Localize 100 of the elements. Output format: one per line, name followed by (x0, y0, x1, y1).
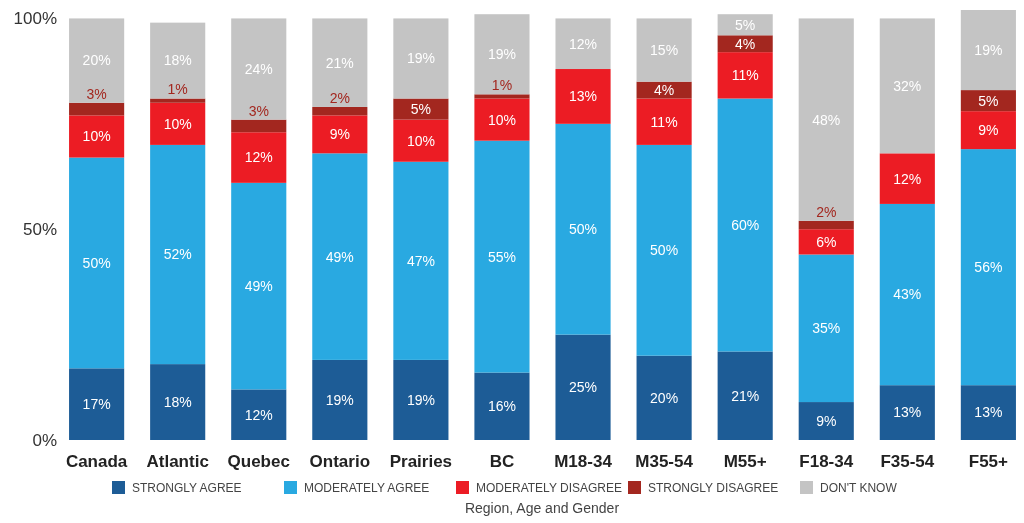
data-label: 19% (974, 41, 1003, 58)
bar (150, 98, 206, 103)
bar (555, 123, 611, 335)
bar (798, 402, 854, 440)
data-label: 13% (974, 404, 1003, 421)
bar (960, 111, 1016, 150)
bar (798, 254, 854, 403)
legend-label: STRONGLY DISAGREE (648, 481, 779, 496)
data-label: 10% (163, 115, 192, 132)
legend-label: STRONGLY AGREE (132, 481, 242, 496)
bar (555, 69, 611, 124)
data-label: 9% (978, 122, 999, 139)
bar (474, 372, 530, 440)
bar (879, 153, 935, 204)
bar (474, 94, 530, 99)
bar (69, 115, 125, 158)
data-label: 19% (406, 391, 435, 408)
data-label: 3% (86, 85, 107, 102)
data-label: 4% (653, 82, 675, 98)
bar (879, 203, 935, 386)
y-tick-label: 100% (13, 9, 57, 29)
bar (231, 18, 287, 120)
data-label: 24% (244, 60, 273, 77)
x-tick-label: BC (489, 452, 515, 471)
bar (717, 351, 773, 440)
x-tick-label: M55+ (723, 452, 767, 471)
data-label: 19% (487, 46, 516, 63)
data-label: 43% (893, 286, 922, 303)
bar (474, 98, 530, 141)
data-label: 50% (650, 242, 679, 259)
data-label: 49% (325, 248, 354, 265)
data-label: 12% (893, 170, 922, 187)
legend-label: MODERATELY AGREE (304, 481, 430, 496)
bar (636, 144, 692, 356)
data-label: 13% (893, 404, 922, 421)
bar (960, 385, 1016, 440)
x-tick-label: Prairies (389, 452, 453, 471)
bar (879, 18, 935, 154)
data-label: 12% (244, 406, 273, 423)
bar (312, 106, 368, 116)
bar (150, 144, 206, 365)
bar (555, 334, 611, 440)
data-label: 50% (569, 221, 598, 238)
bar (231, 182, 287, 390)
data-label: 19% (406, 50, 435, 67)
data-label: 52% (163, 246, 192, 263)
bar (474, 140, 530, 373)
data-label: 2% (329, 89, 350, 106)
data-label: 3% (248, 102, 269, 119)
x-tick-label: F55+ (968, 452, 1009, 471)
data-label: 21% (325, 54, 354, 71)
bar (231, 389, 287, 440)
bar (960, 10, 1016, 91)
bar (150, 364, 206, 440)
data-label: 50% (82, 254, 111, 271)
data-label: 11% (650, 113, 678, 130)
legend-label: MODERATELY DISAGREE (476, 481, 623, 496)
data-label: 15% (650, 41, 679, 58)
bar (798, 18, 854, 221)
y-tick-label: 50% (22, 220, 57, 240)
x-tick-label: Quebec (227, 452, 290, 471)
bar (636, 355, 692, 440)
data-label: 20% (82, 52, 111, 69)
bar (69, 368, 125, 440)
bar (717, 52, 773, 99)
bar (312, 153, 368, 360)
bar (798, 229, 854, 255)
bar (69, 102, 125, 116)
bar (393, 18, 449, 99)
bar (636, 18, 692, 82)
y-tick-label: 0% (32, 430, 57, 450)
x-tick-label: Ontario (309, 452, 371, 471)
bar (636, 98, 692, 145)
data-label: 60% (731, 216, 760, 233)
data-label: 21% (731, 387, 760, 404)
bar (231, 132, 287, 183)
data-label: 9% (329, 126, 350, 143)
data-label: 1% (491, 77, 513, 94)
bar (555, 18, 611, 70)
data-label: 17% (82, 396, 111, 413)
data-label: 19% (325, 391, 354, 408)
data-label: 10% (406, 132, 435, 149)
bar (312, 18, 368, 107)
bar (69, 157, 125, 369)
data-label: 56% (974, 259, 1003, 276)
x-tick-label: Atlantic (146, 452, 209, 471)
data-label: 55% (487, 248, 516, 265)
data-label: 12% (569, 35, 598, 52)
data-label: 25% (569, 379, 598, 396)
data-label: 10% (82, 128, 111, 145)
data-label: 9% (816, 412, 837, 429)
bar (312, 359, 368, 440)
data-label: 18% (163, 393, 192, 410)
data-label: 10% (487, 111, 516, 128)
data-label: 16% (487, 398, 516, 415)
data-label: 20% (650, 389, 679, 406)
x-tick-label: M35-54 (635, 452, 694, 471)
bar (879, 385, 935, 440)
bar (312, 115, 368, 154)
data-label: 1% (167, 81, 188, 98)
